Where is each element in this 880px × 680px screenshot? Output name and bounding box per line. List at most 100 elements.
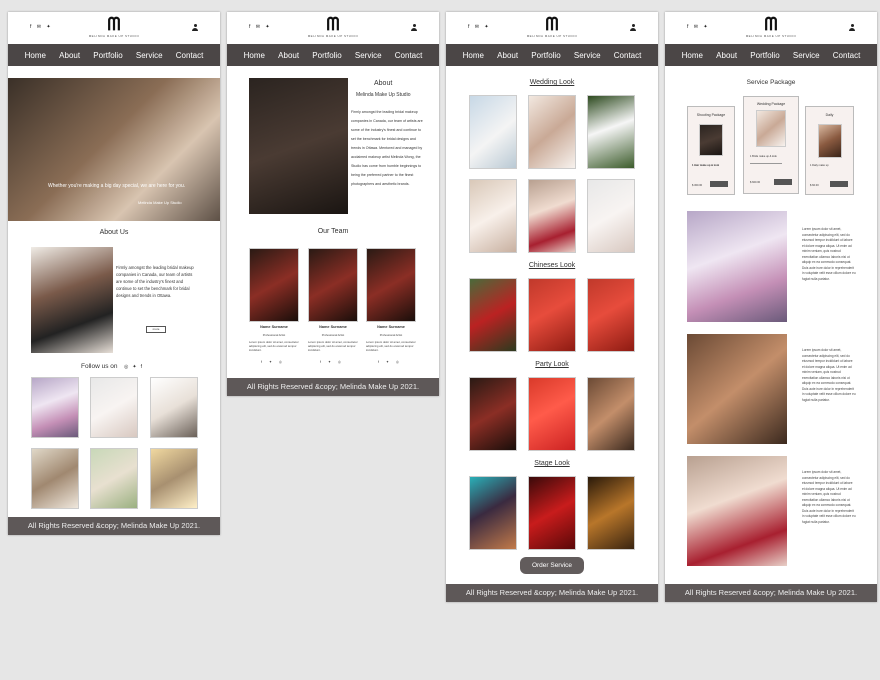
footer: All Rights Reserved &copy; Melinda Make …: [227, 378, 439, 396]
footer: All Rights Reserved &copy; Melinda Make …: [446, 584, 658, 602]
portfolio-image[interactable]: [528, 476, 576, 550]
social-mini-icons[interactable]: f ✉ ✦: [468, 24, 491, 30]
gallery-image[interactable]: [150, 448, 198, 509]
team-social-icons[interactable]: f ✦ ◎: [378, 360, 402, 364]
founder-portrait: [249, 78, 348, 214]
gallery-image[interactable]: [31, 448, 79, 509]
gallery-image[interactable]: [90, 377, 138, 438]
logo[interactable]: ᗰ MELINDA MAKE UP STUDIO: [527, 16, 578, 39]
package-price: $ 600.00: [750, 181, 761, 184]
section-heading-party: Party Look: [535, 361, 569, 368]
nav-portfolio[interactable]: Portfolio: [312, 50, 342, 60]
portfolio-image[interactable]: [528, 278, 576, 352]
portfolio-image[interactable]: [469, 95, 517, 169]
nav-portfolio[interactable]: Portfolio: [750, 50, 780, 60]
portfolio-image[interactable]: [528, 377, 576, 451]
user-icon[interactable]: [849, 24, 855, 31]
package-line: 1 Bride make up & look: [750, 155, 777, 158]
nav-about[interactable]: About: [278, 50, 300, 60]
portfolio-image[interactable]: [469, 476, 517, 550]
social-mini-icons[interactable]: f ✉ ✦: [30, 24, 53, 30]
user-icon[interactable]: [630, 24, 636, 31]
package-image: [818, 124, 842, 158]
service-feature-image: [687, 456, 787, 566]
main-nav: Home About Portfolio Service Contact: [665, 44, 877, 66]
nav-contact[interactable]: Contact: [394, 50, 423, 60]
portfolio-image[interactable]: [528, 95, 576, 169]
nav-service[interactable]: Service: [354, 50, 382, 60]
divider: [750, 163, 782, 164]
logo[interactable]: ᗰ MELINDA MAKE UP STUDIO: [308, 14, 359, 39]
logo-mark: ᗰ: [326, 14, 340, 35]
team-member-name: Name Surname: [377, 325, 405, 329]
portfolio-image[interactable]: [587, 377, 635, 451]
team-social-icons[interactable]: f ✦ ◎: [261, 360, 285, 364]
package-title: Shooting Package: [696, 113, 726, 117]
nav-about[interactable]: About: [497, 50, 519, 60]
team-social-icons[interactable]: f ✦ ◎: [320, 360, 344, 364]
package-price: $ 300.00: [692, 184, 703, 187]
team-member-photo: [249, 248, 299, 322]
nav-home[interactable]: Home: [24, 50, 46, 60]
section-heading-stage: Stage Look: [534, 460, 570, 467]
user-icon[interactable]: [411, 24, 417, 31]
logo-subtitle: MELINDA MAKE UP STUDIO: [88, 34, 140, 38]
package-card-daily[interactable]: Daily 1 Daily make up $ 60.00: [805, 106, 854, 195]
order-service-button[interactable]: Order Service: [520, 557, 584, 574]
nav-home[interactable]: Home: [243, 50, 265, 60]
nav-portfolio[interactable]: Portfolio: [531, 50, 561, 60]
footer: All Rights Reserved &copy; Melinda Make …: [8, 517, 220, 535]
twitter-icon[interactable]: ✦: [132, 364, 141, 370]
portfolio-image[interactable]: [587, 476, 635, 550]
nav-home[interactable]: Home: [681, 50, 703, 60]
main-nav: Home About Portfolio Service Contact: [8, 44, 220, 66]
logo-subtitle: MELINDA MAKE UP STUDIO: [745, 34, 797, 38]
facebook-icon[interactable]: f: [140, 364, 146, 370]
team-member-bio: Lorem ipsum dolor sit amet, consectetur …: [366, 340, 416, 352]
nav-contact[interactable]: Contact: [832, 50, 861, 60]
footer: All Rights Reserved &copy; Melinda Make …: [665, 584, 877, 602]
nav-about[interactable]: About: [59, 50, 81, 60]
nav-about[interactable]: About: [716, 50, 738, 60]
gallery-image[interactable]: [90, 448, 138, 509]
portfolio-image[interactable]: [469, 377, 517, 451]
service-feature-text: Lorem ipsum dolor sit amet, consectetur …: [802, 348, 856, 402]
nav-service[interactable]: Service: [135, 50, 163, 60]
nav-service[interactable]: Service: [573, 50, 601, 60]
portfolio-image[interactable]: [469, 179, 517, 253]
social-icons: ◎✦f: [124, 364, 146, 370]
more-button[interactable]: more: [146, 326, 166, 333]
instagram-icon[interactable]: ◎: [124, 364, 133, 370]
hero-image: [8, 78, 220, 221]
service-feature-image: [687, 211, 787, 322]
logo[interactable]: ᗰ MELINDA MAKE UP STUDIO: [88, 16, 140, 39]
nav-portfolio[interactable]: Portfolio: [93, 50, 123, 60]
order-package-button[interactable]: [774, 179, 792, 185]
nav-contact[interactable]: Contact: [175, 50, 204, 60]
gallery-image[interactable]: [31, 377, 79, 438]
social-mini-icons[interactable]: f ✉ ✦: [687, 24, 710, 30]
order-package-button[interactable]: [710, 181, 728, 187]
logo[interactable]: ᗰ MELINDA MAKE UP STUDIO: [745, 14, 797, 39]
header: f ✉ ✦ ᗰ MELINDA MAKE UP STUDIO: [665, 12, 877, 44]
portfolio-image[interactable]: [469, 278, 517, 352]
nav-home[interactable]: Home: [462, 50, 484, 60]
portfolio-image[interactable]: [587, 95, 635, 169]
nav-contact[interactable]: Contact: [613, 50, 642, 60]
team-member-bio: Lorem ipsum dolor sit amet, consectetur …: [249, 340, 299, 352]
portfolio-image[interactable]: [528, 179, 576, 253]
order-package-button[interactable]: [830, 181, 848, 187]
user-icon[interactable]: [192, 24, 198, 31]
about-us-heading: About Us: [99, 229, 129, 236]
gallery-image[interactable]: [150, 377, 198, 438]
logo-mark: ᗰ: [764, 14, 778, 35]
nav-service[interactable]: Service: [792, 50, 820, 60]
portfolio-image[interactable]: [587, 278, 635, 352]
portfolio-image[interactable]: [587, 179, 635, 253]
service-feature-image: [687, 334, 787, 444]
package-card-shooting[interactable]: Shooting Package 1 Hair make up & look $…: [687, 106, 735, 195]
about-page: f ✉ ✦ ᗰ MELINDA MAKE UP STUDIO Home Abou…: [227, 12, 439, 396]
package-image: [699, 124, 723, 156]
package-card-wedding[interactable]: Wedding Package 1 Bride make up & look $…: [743, 96, 799, 194]
social-mini-icons[interactable]: f ✉ ✦: [249, 24, 272, 30]
